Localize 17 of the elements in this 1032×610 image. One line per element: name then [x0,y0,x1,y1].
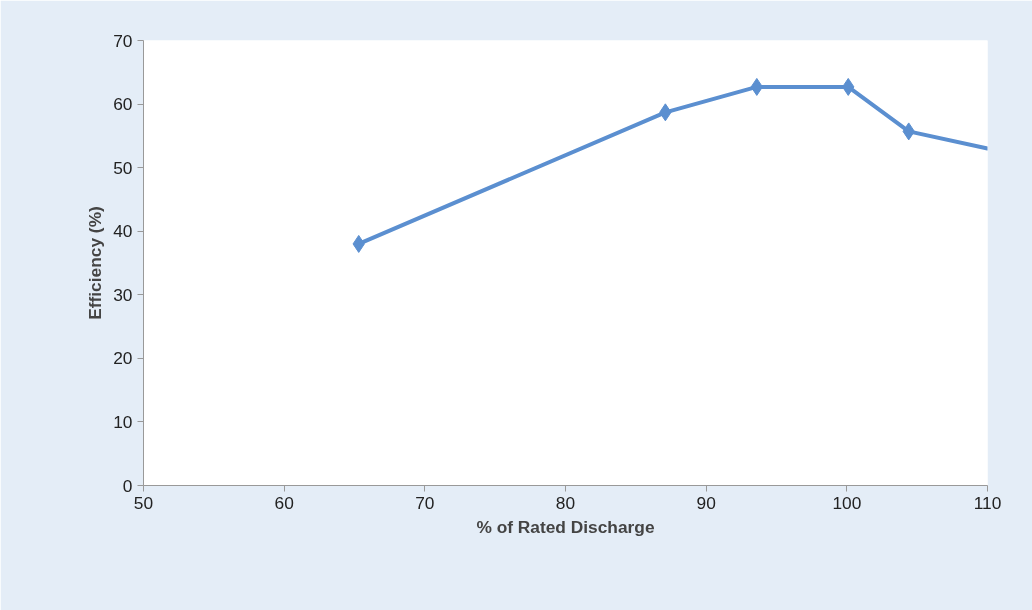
x-axis-title: % of Rated Discharge [476,516,655,537]
y-tick-label: 60 [113,94,133,115]
y-axis-title: Efficiency (%) [85,206,106,320]
x-tick-label: 100 [832,492,862,513]
x-tick-label: 110 [973,492,1002,513]
y-tick-label: 40 [113,221,133,242]
y-tick-label: 70 [113,30,133,51]
y-tick-label: 50 [113,157,133,178]
y-tick-label: 0 [122,475,133,496]
x-tick-label: 90 [696,492,716,513]
y-tick-label: 20 [113,348,133,369]
x-tick-label: 80 [555,492,576,513]
x-tick-label: 60 [274,492,294,513]
y-tick-label: 30 [113,284,133,305]
x-tick-label: 50 [133,492,154,513]
y-tick-label: 10 [113,411,133,432]
x-tick-label: 70 [415,492,435,513]
